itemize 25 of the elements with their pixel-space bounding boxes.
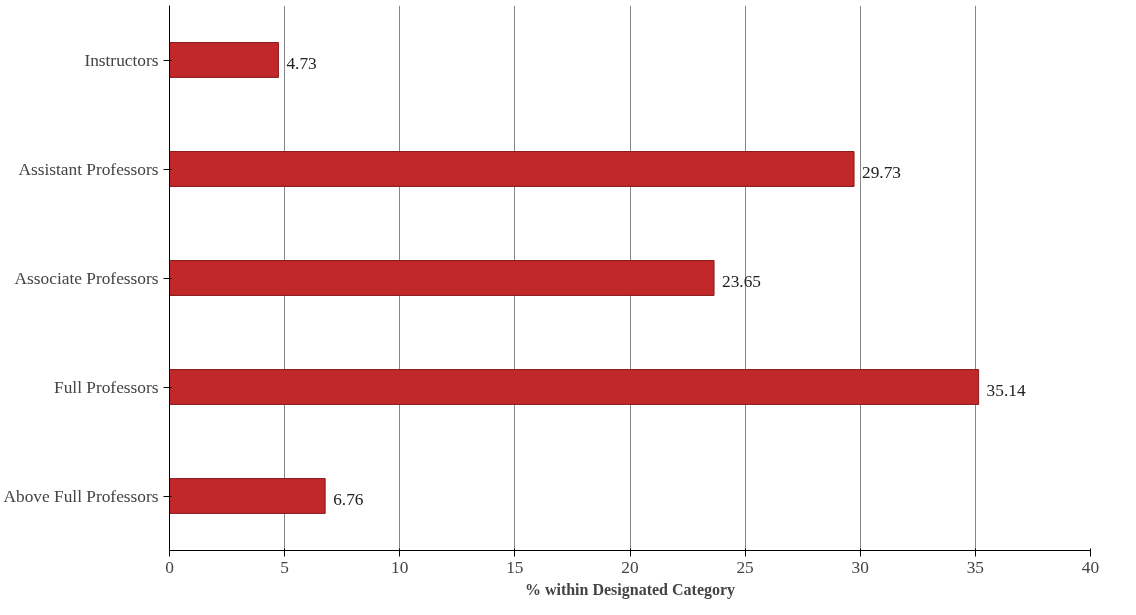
y-tick-label: Assistant Professors xyxy=(18,159,159,179)
data-label: 35.14 xyxy=(986,381,1026,400)
x-axis-title: % within Designated Category xyxy=(524,580,736,599)
y-tick-label: Associate Professors xyxy=(14,268,159,288)
bar xyxy=(169,478,326,514)
data-label: 6.76 xyxy=(333,490,364,509)
data-label: 29.73 xyxy=(862,163,902,182)
bar xyxy=(169,151,855,187)
x-tick-label: 20 xyxy=(621,557,639,577)
x-tick-label: 30 xyxy=(851,557,869,577)
bar xyxy=(169,369,980,405)
y-tick-label: Instructors xyxy=(84,50,159,70)
data-label: 4.73 xyxy=(286,54,317,73)
y-tick-label: Above Full Professors xyxy=(3,486,159,506)
bar xyxy=(169,42,279,78)
x-tick-label: 40 xyxy=(1081,557,1100,577)
x-tick-label: 35 xyxy=(966,557,985,577)
x-tick-label: 5 xyxy=(280,557,289,577)
bar xyxy=(169,260,715,296)
x-tick-label: 25 xyxy=(736,557,754,577)
x-tick-label: 15 xyxy=(506,557,524,577)
x-tick-label: 0 xyxy=(165,557,174,577)
y-tick-label: Full Professors xyxy=(54,377,159,397)
x-tick-label: 10 xyxy=(391,557,409,577)
data-label: 23.65 xyxy=(722,272,762,291)
